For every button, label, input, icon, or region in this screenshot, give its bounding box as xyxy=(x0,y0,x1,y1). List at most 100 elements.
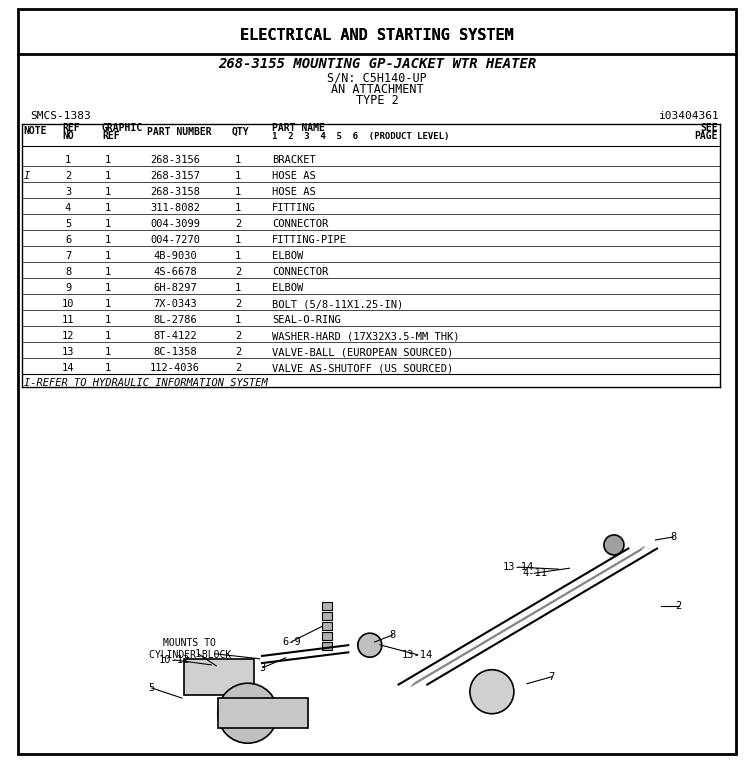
Text: 1: 1 xyxy=(105,363,111,373)
Text: 1: 1 xyxy=(195,649,201,659)
Text: 3: 3 xyxy=(260,662,266,673)
Text: 5: 5 xyxy=(65,219,71,229)
Text: 004-3099: 004-3099 xyxy=(150,219,200,229)
Text: 1: 1 xyxy=(105,155,111,165)
Text: ELECTRICAL AND STARTING SYSTEM: ELECTRICAL AND STARTING SYSTEM xyxy=(240,27,514,42)
Text: 268-3158: 268-3158 xyxy=(150,187,200,197)
Text: 5: 5 xyxy=(149,683,155,693)
Text: 1: 1 xyxy=(105,187,111,197)
Text: 1: 1 xyxy=(105,251,111,261)
Text: 8L-2786: 8L-2786 xyxy=(153,315,197,325)
Text: 7: 7 xyxy=(549,672,555,682)
Text: ELBOW: ELBOW xyxy=(272,283,303,293)
Text: 2: 2 xyxy=(65,171,71,181)
Bar xyxy=(322,632,332,640)
Text: REF: REF xyxy=(102,131,119,141)
Text: 2: 2 xyxy=(235,347,241,357)
Text: 1: 1 xyxy=(105,235,111,245)
Text: 1: 1 xyxy=(235,315,241,325)
Text: SEE: SEE xyxy=(700,123,718,133)
Text: 1: 1 xyxy=(235,203,241,213)
Text: 1: 1 xyxy=(65,155,71,165)
Bar xyxy=(218,699,308,728)
Text: 1: 1 xyxy=(105,347,111,357)
Text: 10: 10 xyxy=(62,299,74,309)
Text: 8: 8 xyxy=(671,532,677,542)
Text: ELECTRICAL AND STARTING SYSTEM: ELECTRICAL AND STARTING SYSTEM xyxy=(240,27,514,42)
Text: 268-3155 MOUNTING GP-JACKET WTR HEATER: 268-3155 MOUNTING GP-JACKET WTR HEATER xyxy=(218,57,536,71)
Circle shape xyxy=(218,683,277,743)
Text: 1: 1 xyxy=(235,155,241,165)
Text: 4-11: 4-11 xyxy=(522,568,547,579)
Text: 112-4036: 112-4036 xyxy=(150,363,200,373)
Text: PART NUMBER: PART NUMBER xyxy=(147,127,212,137)
Bar xyxy=(322,642,332,650)
Text: 8T-4122: 8T-4122 xyxy=(153,331,197,341)
Text: ELBOW: ELBOW xyxy=(272,251,303,261)
Text: GRAPHIC: GRAPHIC xyxy=(102,123,143,133)
Text: 6: 6 xyxy=(65,235,71,245)
Text: 8: 8 xyxy=(389,630,395,640)
Text: 7: 7 xyxy=(65,251,71,261)
Circle shape xyxy=(470,670,514,713)
Text: SMCS-1383: SMCS-1383 xyxy=(30,111,91,121)
Text: 3: 3 xyxy=(65,187,71,197)
Bar xyxy=(322,602,332,610)
Text: PAGE: PAGE xyxy=(695,131,718,141)
Text: 2: 2 xyxy=(676,601,682,611)
Text: 1: 1 xyxy=(235,187,241,197)
Text: 12: 12 xyxy=(62,331,74,341)
Text: PART NAME: PART NAME xyxy=(272,123,325,133)
Text: 4B-9030: 4B-9030 xyxy=(153,251,197,261)
Text: 10-12: 10-12 xyxy=(159,655,190,665)
Text: 268-3156: 268-3156 xyxy=(150,155,200,165)
Text: 004-7270: 004-7270 xyxy=(150,235,200,245)
Text: 4S-6678: 4S-6678 xyxy=(153,267,197,277)
Text: I-REFER TO HYDRAULIC INFORMATION SYSTEM: I-REFER TO HYDRAULIC INFORMATION SYSTEM xyxy=(24,378,268,388)
Text: 11: 11 xyxy=(62,315,74,325)
Text: 8: 8 xyxy=(65,267,71,277)
Bar xyxy=(322,612,332,620)
Text: 2: 2 xyxy=(235,267,241,277)
Text: REF: REF xyxy=(62,123,79,133)
Text: 13-14: 13-14 xyxy=(503,562,534,572)
Text: 6-9: 6-9 xyxy=(282,637,301,647)
Text: TYPE 2: TYPE 2 xyxy=(355,93,398,107)
Text: 1: 1 xyxy=(235,235,241,245)
Text: 8C-1358: 8C-1358 xyxy=(153,347,197,357)
Text: 13-14: 13-14 xyxy=(402,650,433,660)
Text: 311-8082: 311-8082 xyxy=(150,203,200,213)
Text: 1: 1 xyxy=(105,219,111,229)
Text: HOSE AS: HOSE AS xyxy=(272,171,316,181)
Text: BOLT (5/8-11X1.25-IN): BOLT (5/8-11X1.25-IN) xyxy=(272,299,403,309)
Text: 2: 2 xyxy=(235,219,241,229)
Circle shape xyxy=(358,633,382,657)
Text: 1: 1 xyxy=(105,283,111,293)
Text: NOTE: NOTE xyxy=(23,126,47,136)
Text: 1: 1 xyxy=(235,171,241,181)
Text: 1: 1 xyxy=(235,251,241,261)
Text: VALVE-BALL (EUROPEAN SOURCED): VALVE-BALL (EUROPEAN SOURCED) xyxy=(272,347,454,357)
Text: 1: 1 xyxy=(105,267,111,277)
Text: 1: 1 xyxy=(105,331,111,341)
Text: FITTING: FITTING xyxy=(272,203,316,213)
Text: 1: 1 xyxy=(105,299,111,309)
Text: 2: 2 xyxy=(235,331,241,341)
Text: WASHER-HARD (17X32X3.5-MM THK): WASHER-HARD (17X32X3.5-MM THK) xyxy=(272,331,460,341)
Text: 14: 14 xyxy=(62,363,74,373)
Text: HOSE AS: HOSE AS xyxy=(272,187,316,197)
Text: 13: 13 xyxy=(62,347,74,357)
Bar xyxy=(184,659,254,695)
Text: 4: 4 xyxy=(65,203,71,213)
Text: I: I xyxy=(24,171,30,181)
Text: 1  2  3  4  5  6  (PRODUCT LEVEL): 1 2 3 4 5 6 (PRODUCT LEVEL) xyxy=(272,132,449,140)
Text: 1: 1 xyxy=(235,283,241,293)
Text: MOUNTS TO
CYLINDER BLOCK: MOUNTS TO CYLINDER BLOCK xyxy=(149,638,231,659)
Text: 1: 1 xyxy=(105,315,111,325)
Text: NO: NO xyxy=(62,131,74,141)
Text: QTY: QTY xyxy=(232,127,249,137)
Text: 268-3157: 268-3157 xyxy=(150,171,200,181)
Text: 9: 9 xyxy=(65,283,71,293)
Text: VALVE AS-SHUTOFF (US SOURCED): VALVE AS-SHUTOFF (US SOURCED) xyxy=(272,363,454,373)
Text: SEAL-O-RING: SEAL-O-RING xyxy=(272,315,341,325)
